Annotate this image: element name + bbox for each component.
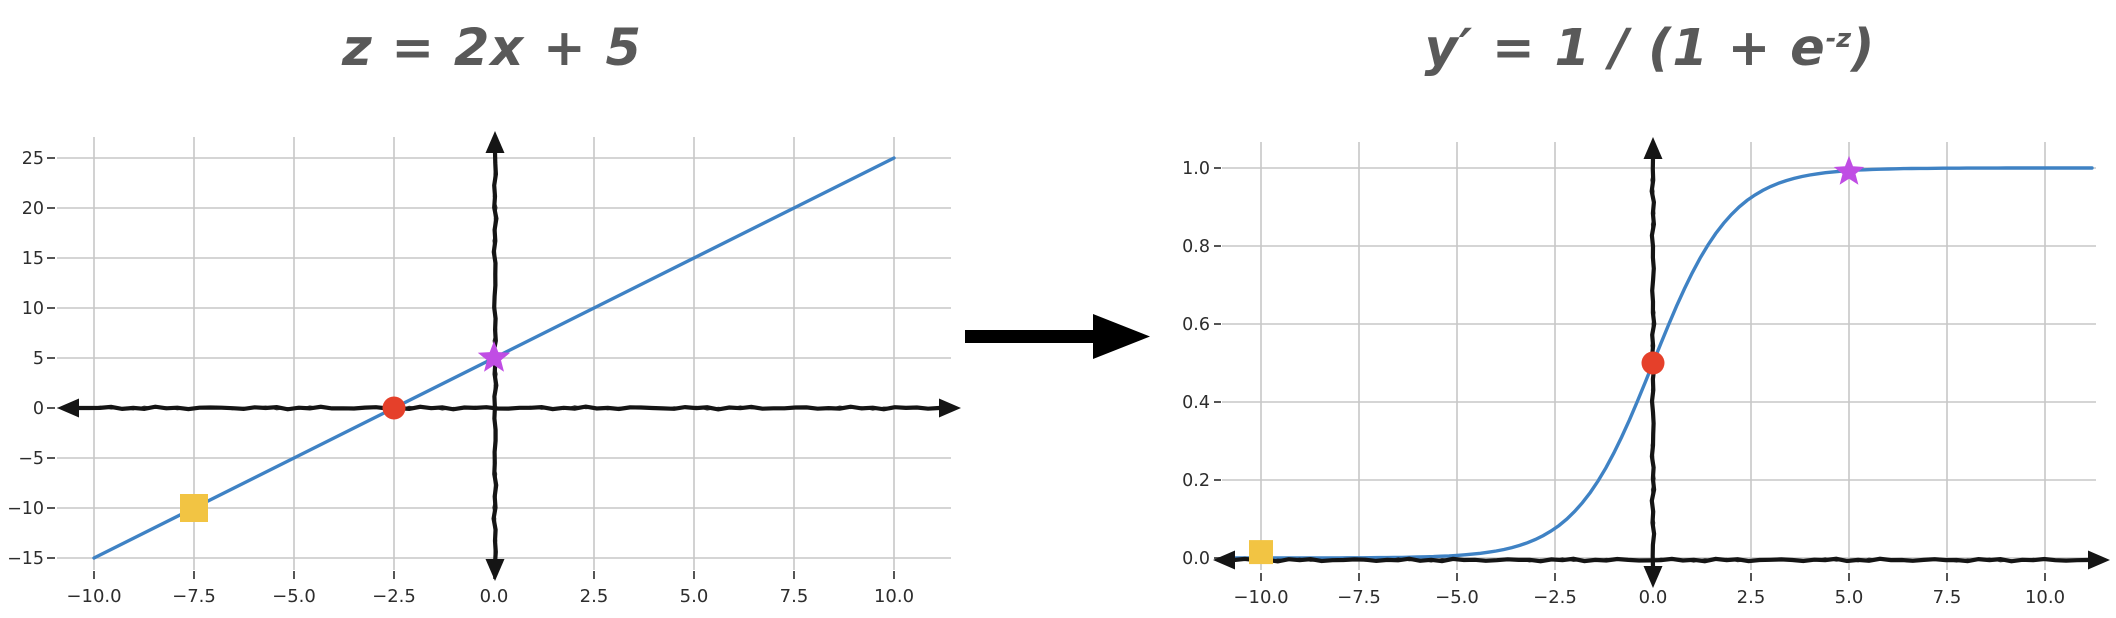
x-tick-label: −7.5 (172, 586, 216, 607)
left-chart-title: z = 2x + 5 (341, 19, 643, 79)
x-tick-label: 7.5 (780, 586, 809, 607)
y-tick-label: −15 (7, 549, 44, 569)
left-chart-title-text: z = 2x + 5 (341, 19, 643, 78)
y-tick-label: 5 (33, 349, 44, 369)
y-tick-label: 25 (22, 149, 44, 169)
marker-star (477, 341, 511, 372)
x-tick-label: −2.5 (1533, 587, 1577, 608)
right-chart-title-exponent: -z (1825, 24, 1852, 54)
linear-chart-plot: −10.0 −7.5 −5.0 −2.5 0.0 2.5 5.0 7.5 10.0 −15 −10 −… (7, 131, 961, 607)
y-axis-arrowhead-top (485, 131, 505, 153)
marker-square (180, 494, 208, 522)
x-tick-label: −10.0 (66, 586, 121, 607)
y-tick-label: 15 (22, 249, 44, 269)
x-axis-arrowhead-right (2088, 550, 2110, 570)
y-tick-label: 0.2 (1182, 471, 1210, 491)
transform-arrow-shaft (965, 330, 1093, 343)
x-axis-arrowhead-left (1213, 550, 1235, 570)
y-tick-label: 0 (33, 399, 44, 419)
x-axis-line-texture (77, 405, 940, 411)
y-tick-label: 0.0 (1182, 549, 1210, 569)
y-tick-label: 0.8 (1182, 237, 1210, 257)
x-tick-label: 5.0 (680, 586, 709, 607)
y-axis-arrowhead-bottom (485, 559, 505, 581)
y-tick-label: 10 (22, 299, 44, 319)
x-tick-label: −2.5 (372, 586, 416, 607)
transform-arrow-head (1093, 314, 1150, 359)
x-tick-label: 7.5 (1933, 587, 1962, 608)
marker-circle (1641, 351, 1665, 375)
y-tick-label: 0.4 (1182, 393, 1210, 413)
x-axis-arrowhead-right (939, 398, 961, 418)
transform-arrow-icon (965, 314, 1150, 359)
right-chart-title-paren: ) (1851, 19, 1876, 78)
x-tick-label: 10.0 (874, 586, 914, 607)
marker-star (1833, 155, 1865, 185)
y-tick-label: −5 (18, 449, 44, 469)
marker-square (1249, 540, 1273, 565)
y-tick-label: 20 (22, 199, 44, 219)
y-tick-label: 1.0 (1182, 159, 1210, 179)
sigmoid-chart-plot: −10.0 −7.5 −5.0 −2.5 0.0 2.5 5.0 7.5 10.0 0.0 0.2 0… (1182, 137, 2110, 608)
x-tick-label: 0.0 (1639, 587, 1668, 608)
y-tick-label: 0.6 (1182, 315, 1210, 335)
x-tick-label: −5.0 (272, 586, 316, 607)
x-tick-label: 2.5 (1737, 587, 1766, 608)
x-axis-line-texture (1234, 557, 2089, 563)
x-axis-arrowhead-left (57, 398, 79, 418)
y-axis-arrowhead-bottom (1643, 566, 1663, 588)
x-tick-label: 2.5 (580, 586, 609, 607)
right-chart-title-text: y′ = 1 / (1 + e (1424, 19, 1826, 78)
x-tick-label: 10.0 (2025, 587, 2065, 608)
marker-circle (382, 396, 406, 420)
x-tick-label: 0.0 (480, 586, 509, 607)
x-tick-label: 5.0 (1835, 587, 1864, 608)
x-tick-label: −5.0 (1435, 587, 1479, 608)
right-chart-title: y′ = 1 / (1 + e-z) (1424, 19, 1876, 79)
y-tick-label: −10 (7, 499, 44, 519)
x-tick-label: −7.5 (1337, 587, 1381, 608)
y-axis-arrowhead-top (1643, 137, 1663, 159)
x-tick-label: −10.0 (1233, 587, 1288, 608)
function-curve (1227, 166, 2094, 560)
